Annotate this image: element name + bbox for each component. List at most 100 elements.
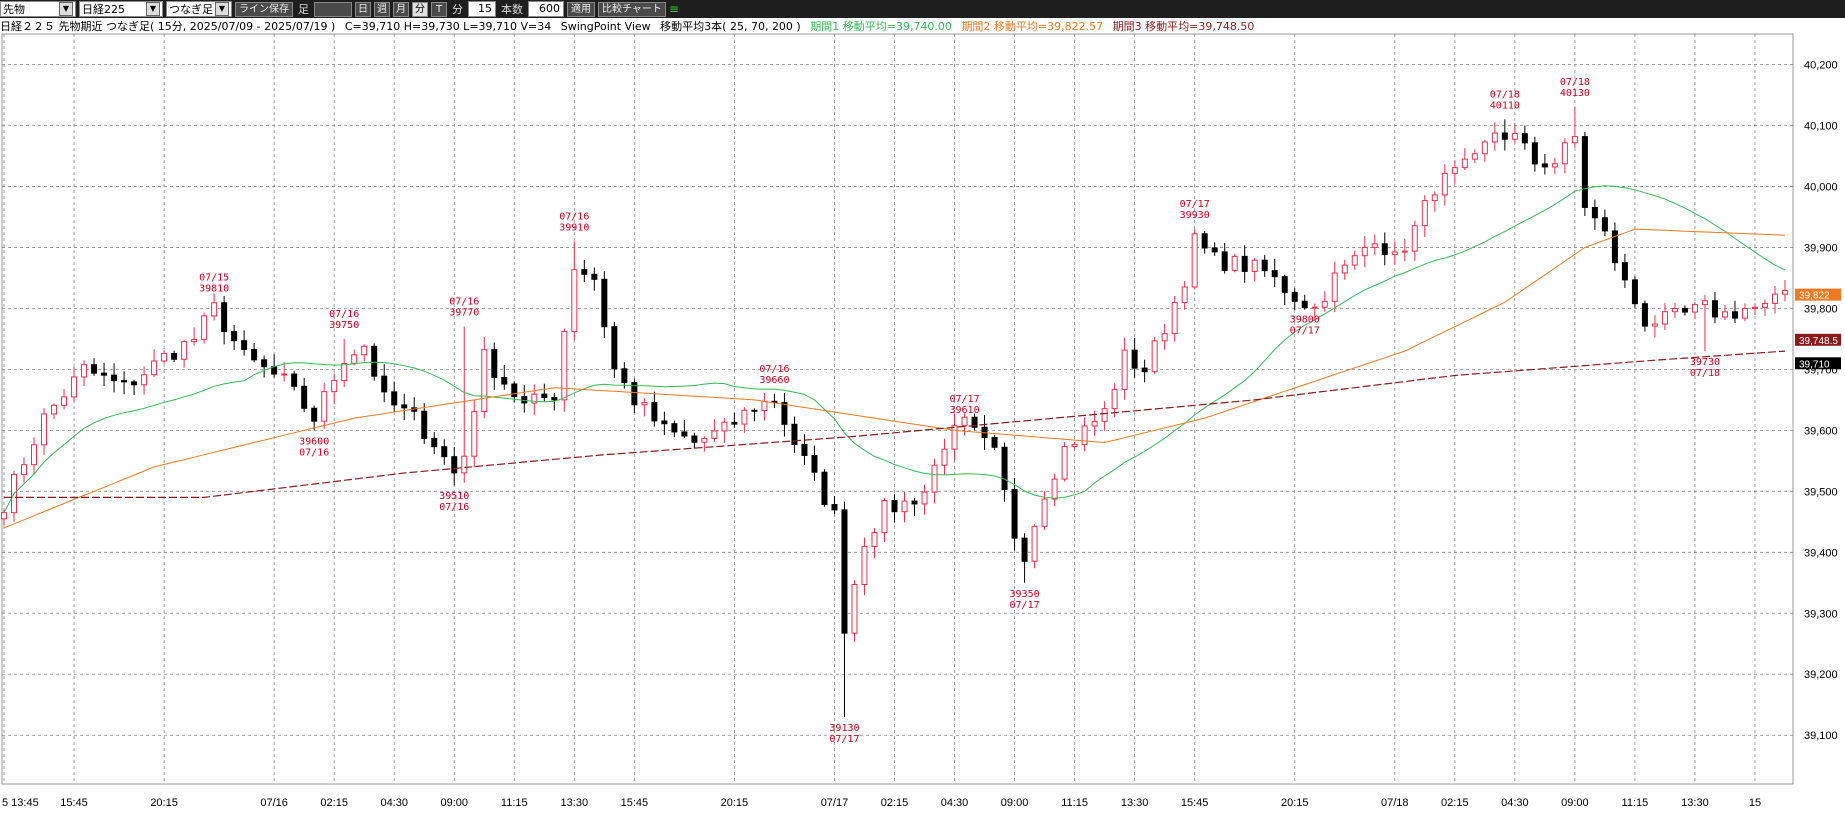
bars-input[interactable]: 600 (528, 1, 564, 17)
candle-body (1071, 443, 1078, 447)
minute-input[interactable]: 15 (468, 1, 496, 17)
candle-body (211, 302, 218, 317)
candle-body (621, 368, 628, 384)
swing-date-label: 07/18 (1490, 89, 1520, 100)
candle-body (1782, 289, 1788, 295)
candle-body (1301, 300, 1308, 309)
candle-body (1691, 304, 1698, 313)
candle-body (1361, 246, 1368, 257)
candle-body (1311, 306, 1318, 309)
chain-mode-select[interactable]: つなぎ足 ▼ (166, 1, 232, 17)
candle-body (1251, 259, 1258, 272)
market-select[interactable]: 先物 ▼ (0, 1, 76, 17)
swing-date-label: 07/16 (299, 447, 329, 458)
candle-body (781, 402, 788, 425)
x-tick-label: 20:15 (1281, 797, 1309, 809)
swing-price-label: 39510 (439, 491, 469, 502)
period-minute-button[interactable]: 分 (412, 1, 428, 17)
candle-body (1121, 349, 1128, 390)
candle-body (1001, 446, 1008, 491)
candle-body (1051, 478, 1058, 500)
candle-body (1231, 255, 1238, 271)
x-tick-label: 5 13:45 (2, 797, 39, 809)
candle-body (31, 444, 38, 466)
candle-body (1391, 251, 1398, 256)
indicator-name: SwingPoint View (560, 20, 651, 33)
period-day-button[interactable]: 日 (355, 1, 371, 17)
candle-body (131, 381, 138, 386)
candle-body (401, 404, 408, 409)
swing-price-label: 40110 (1490, 100, 1520, 111)
chevron-down-icon: ▼ (215, 2, 229, 16)
candle-body (1221, 251, 1228, 271)
candle-body (491, 349, 498, 379)
swing-price-label: 39750 (329, 320, 359, 331)
period-month-button[interactable]: 月 (393, 1, 409, 17)
chart-title: 日経２２５ 先物期近 つなぎ足( 15分, 2025/07/09 - 2025/… (0, 20, 336, 33)
swing-date-label: 07/18 (1690, 368, 1720, 379)
candle-body (691, 435, 698, 443)
candle-body (291, 373, 298, 387)
candle-body (1041, 498, 1048, 527)
candle-body (261, 359, 268, 368)
candle-body (1491, 132, 1498, 143)
x-tick-label: 07/18 (1381, 797, 1409, 809)
apply-button[interactable]: 適用 (567, 1, 595, 17)
save-line-button[interactable]: ライン保存 (235, 1, 293, 17)
swing-price-label: 39350 (1010, 589, 1040, 600)
x-tick-label: 11:15 (501, 797, 528, 809)
candle-body (51, 404, 58, 415)
candle-body (801, 444, 808, 456)
candle-body (1171, 301, 1178, 335)
candle-body (1421, 200, 1428, 227)
ma1-readout: 期間1 移動平均=39,740.00 (810, 20, 952, 33)
swing-date-label: 07/17 (829, 734, 859, 745)
candle-body (1081, 425, 1088, 445)
candle-body (1661, 311, 1668, 325)
candle-body (371, 345, 378, 377)
bar-type-button[interactable] (314, 1, 352, 17)
candle-body (751, 409, 758, 412)
candle-body (531, 393, 538, 404)
candle-body (661, 420, 668, 425)
candlestick-chart[interactable]: 39,100 39,200 39,300 39,400 39,500 39,600 39,7… (0, 32, 1845, 814)
period-tick-button[interactable]: T (431, 1, 447, 17)
symbol-select[interactable]: 日経225 ▼ (79, 1, 163, 17)
x-tick-label: 15:45 (60, 797, 88, 809)
candle-body (1201, 233, 1208, 249)
candle-body (1761, 302, 1768, 308)
chart-settings-icon[interactable]: ≡ (668, 2, 679, 16)
swing-price-label: 39800 (1290, 314, 1320, 325)
candle-body (181, 341, 188, 360)
candle-body (511, 383, 518, 398)
candle-body (331, 380, 338, 393)
candle-body (741, 409, 748, 425)
bar-label: 足 (298, 3, 309, 16)
candle-body (21, 464, 28, 475)
compare-chart-button[interactable]: 比較チャート (598, 1, 666, 17)
candle-body (541, 393, 548, 399)
candle-body (1581, 136, 1588, 208)
candle-body (1461, 158, 1468, 169)
candle-body (201, 315, 208, 340)
candle-body (1531, 142, 1538, 165)
swing-date-label: 07/18 (1560, 77, 1590, 88)
x-tick-label: 11:15 (1622, 797, 1649, 809)
candle-body (631, 382, 638, 406)
candle-body (81, 364, 88, 378)
candle-body (1021, 537, 1028, 562)
candle-body (1631, 279, 1638, 305)
candle-body (601, 278, 608, 328)
swing-date-label: 07/16 (759, 364, 789, 375)
candle-body (931, 464, 938, 493)
x-tick-label: 13:30 (561, 797, 589, 809)
candle-body (41, 413, 48, 446)
price-tag-label: 39,822 (1799, 291, 1830, 302)
y-tick-label: 39,200 (1804, 669, 1838, 681)
swing-price-label: 39130 (829, 723, 859, 734)
candle-body (721, 421, 728, 432)
candle-body (1111, 388, 1118, 410)
candle-body (991, 437, 998, 448)
period-week-button[interactable]: 週 (374, 1, 390, 17)
candle-body (1331, 272, 1338, 302)
